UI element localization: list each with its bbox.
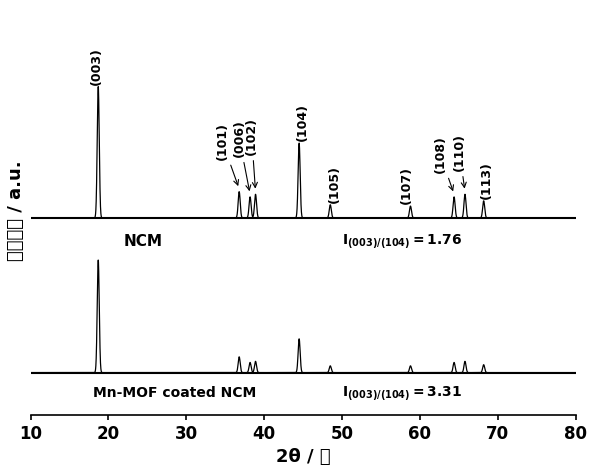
- Text: Mn-MOF coated NCM: Mn-MOF coated NCM: [93, 386, 256, 400]
- Text: (104): (104): [296, 103, 309, 141]
- Y-axis label: 衍射强度 / a.u.: 衍射强度 / a.u.: [7, 160, 25, 261]
- Text: NCM: NCM: [124, 234, 163, 249]
- X-axis label: 2θ / 度: 2θ / 度: [276, 448, 330, 466]
- Text: (006): (006): [233, 119, 251, 190]
- Text: (110): (110): [453, 133, 466, 187]
- Text: $\mathbf{I_{(003)/(104)}}$$\mathbf{=3.31}$: $\mathbf{I_{(003)/(104)}}$$\mathbf{=3.31…: [342, 384, 462, 403]
- Text: (108): (108): [434, 135, 453, 190]
- Text: (102): (102): [245, 117, 258, 187]
- Text: $\mathbf{I_{(003)/(104)}}$$\mathbf{=1.76}$: $\mathbf{I_{(003)/(104)}}$$\mathbf{=1.76…: [342, 232, 462, 251]
- Text: (003): (003): [90, 47, 102, 85]
- Text: (105): (105): [328, 165, 341, 203]
- Text: (113): (113): [481, 161, 493, 199]
- Text: (101): (101): [216, 122, 239, 185]
- Text: (107): (107): [400, 166, 413, 204]
